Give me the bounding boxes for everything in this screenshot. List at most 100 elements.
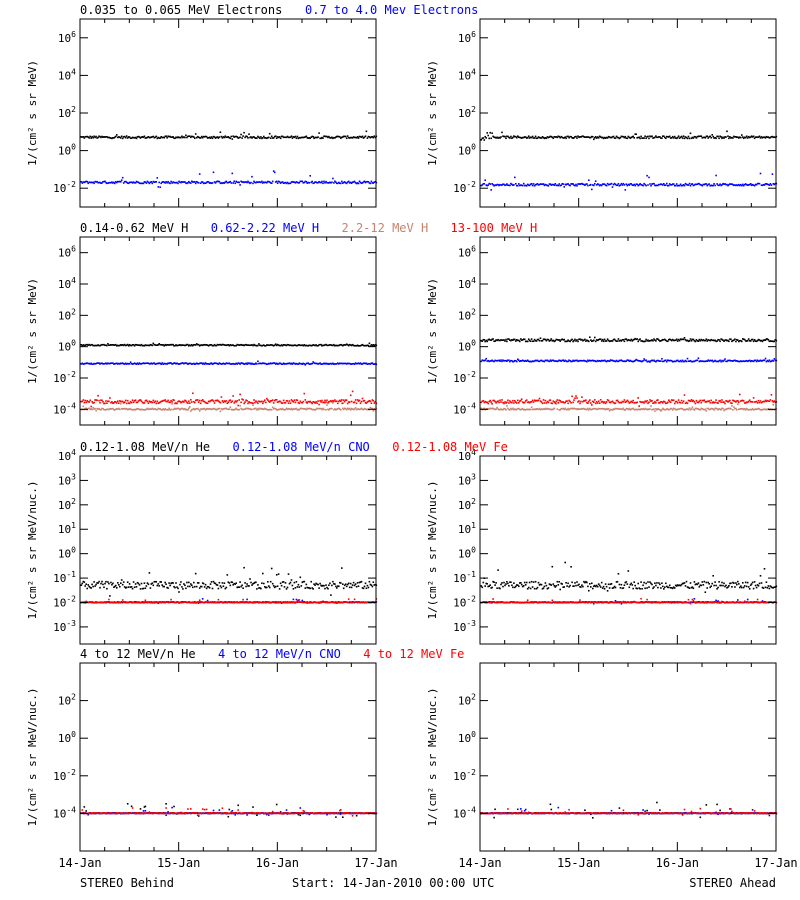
data-point [539,408,542,411]
data-point [690,183,693,185]
data-point [722,401,724,403]
data-point [325,584,327,586]
data-point [624,135,627,138]
data-point [624,409,627,411]
data-point [305,601,308,604]
data-point [305,408,308,411]
data-point [295,407,298,410]
data-point [486,583,488,585]
data-point [357,362,360,364]
data-point [193,344,195,346]
data-point [250,181,252,184]
data-point [681,338,684,340]
data-point [369,400,372,403]
data-point [159,401,161,403]
data-point [713,584,715,587]
data-point [257,135,259,138]
data-point [236,408,238,411]
data-point [754,401,757,403]
data-point [586,183,588,185]
data-point [283,182,286,184]
data-point [698,183,701,185]
data-point [371,399,374,401]
data-point [169,362,171,364]
data-point [101,399,103,402]
data-point [503,407,505,410]
data-point [736,360,738,362]
data-point [305,583,308,586]
data-point [322,363,324,365]
data-point [600,401,603,403]
data-point [120,344,122,346]
data-point [544,399,547,402]
data-point [235,601,237,604]
data-point [619,184,622,186]
data-point [303,408,306,410]
data-point [734,359,736,362]
data-point [329,344,331,346]
data-point [133,601,136,604]
data-point [255,407,257,410]
data-point [285,400,288,402]
data-point [180,136,182,139]
data-point [699,360,702,362]
data-point [239,404,241,407]
data-point [494,184,496,186]
data-point [325,401,327,403]
data-point [210,344,213,346]
data-point [188,581,190,584]
data-point [104,582,106,585]
data-point [627,570,630,572]
data-point [362,362,365,365]
data-point [221,182,224,185]
data-point [132,401,135,404]
data-point [629,339,632,342]
data-point [276,343,279,346]
data-point [639,360,641,362]
data-point [542,136,545,139]
data-point [575,408,577,410]
y-tick-label: 101 [58,521,76,536]
data-point [359,402,362,405]
data-point [113,402,115,404]
data-point [113,181,115,184]
data-point [687,184,690,186]
data-point [374,601,377,603]
data-point [300,362,303,365]
data-point [490,401,492,403]
data-point [593,407,595,410]
data-point [663,183,665,185]
data-point [764,408,767,410]
data-point [727,401,729,403]
data-point [271,362,274,365]
data-point [249,182,251,185]
data-point [496,587,498,589]
data-point [120,601,123,604]
data-point [599,586,602,588]
data-point [546,184,549,187]
data-point [374,583,377,586]
data-point [204,182,207,184]
data-point [186,343,188,346]
data-point [748,340,751,342]
data-point [116,601,118,604]
data-point [326,344,328,347]
data-point [288,136,291,139]
data-point [531,399,534,402]
data-point [616,136,619,139]
data-point [166,137,168,139]
data-point [740,400,742,402]
data-point [524,400,527,402]
data-point [147,402,150,404]
data-point [269,362,272,364]
data-point [260,181,262,184]
y-tick-label: 100 [58,546,76,561]
data-point [177,587,179,590]
data-point [635,401,637,404]
data-point [685,401,688,404]
data-point [513,184,515,186]
data-point [113,586,115,588]
data-point [317,181,319,184]
data-point [694,136,697,138]
data-point [330,407,332,410]
